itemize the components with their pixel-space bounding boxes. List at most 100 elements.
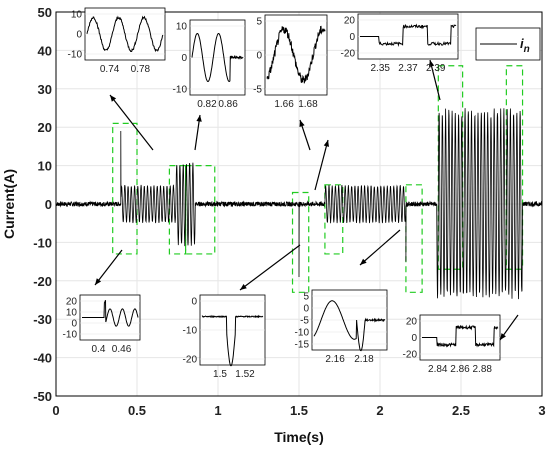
inset-y-tick-label: -20 — [341, 49, 356, 60]
inset-x-tick-label: 1.68 — [298, 99, 318, 110]
inset-x-tick-label: 1.66 — [274, 99, 294, 110]
y-tick-label: -40 — [33, 351, 52, 366]
inset-x-tick-label: 0.4 — [92, 344, 106, 355]
inset-x-tick-label: 0.78 — [131, 64, 151, 75]
inset-waveform — [313, 300, 386, 352]
inset-waveform — [422, 324, 499, 348]
inset-y-tick-label: 0 — [181, 53, 187, 64]
callout-arrow-head — [110, 95, 117, 102]
y-tick-label: -50 — [33, 389, 52, 404]
callout-arrow-head — [500, 333, 506, 340]
inset-y-tick-label: -10 — [183, 326, 198, 337]
inset-y-tick-label: 20 — [406, 317, 418, 328]
y-tick-label: -30 — [33, 312, 52, 327]
highlight-box — [291, 191, 310, 293]
inset-y-tick-label: 0 — [191, 297, 197, 308]
inset-waveform — [201, 314, 264, 367]
plot-frame — [55, 11, 543, 397]
y-tick-label: -20 — [33, 274, 52, 289]
callout-arrow-head — [428, 60, 435, 67]
inset-d: 20 0 -20 2.35 2.37 2.39 — [341, 13, 459, 74]
inset-x-tick-label: 2.18 — [354, 354, 374, 365]
inset-y-tick-label: 20 — [66, 297, 78, 308]
legend: in — [475, 27, 541, 61]
inset-x-tick-label: 2.16 — [325, 354, 345, 365]
inset-x-tick-label: 2.39 — [426, 63, 446, 74]
inset-y-tick-label: 0 — [76, 30, 82, 41]
x-tick-label: 2 — [376, 403, 383, 418]
inset-y-tick-label: 0 — [256, 51, 262, 62]
inset-g: 50-5-10-15 2.16 2.18 — [295, 289, 388, 365]
inset-y-tick-label: 20 — [344, 16, 356, 27]
inset-y-tick-label: 0 — [349, 32, 355, 43]
inset-waveform — [82, 300, 139, 327]
inset-f: 0 -10 -20 1.5 1.52 — [183, 294, 266, 380]
inset-x-tick-label: 1.5 — [213, 369, 227, 380]
callout-arrow-line — [314, 139, 329, 191]
inset-y-tick-label: -20 — [183, 355, 198, 366]
x-tick-label: 3 — [538, 403, 545, 418]
inset-x-tick-label: 0.74 — [100, 64, 120, 75]
callout-arrow-head — [196, 115, 202, 122]
inset-y-tick-label: -15 — [295, 340, 310, 351]
inset-y-tick-label: -10 — [173, 85, 188, 96]
inset-y-tick-label: -5 — [253, 85, 262, 96]
inset-x-tick-label: 0.46 — [112, 344, 132, 355]
callout-arrow-head — [360, 258, 367, 265]
inset-a: 10 0 -10 0.74 0.78 — [68, 7, 166, 75]
inset-x-tick-label: 0.86 — [218, 99, 238, 110]
inset-y-tick-label: -10 — [68, 50, 83, 61]
inset-y-tick-label: -5 — [300, 316, 309, 327]
inset-x-tick-label: 2.35 — [370, 63, 390, 74]
callout-arrow-head — [240, 283, 247, 290]
inset-waveform — [266, 25, 326, 84]
inset-y-tick-label: 10 — [176, 22, 188, 33]
inset-y-tick-label: -20 — [403, 350, 418, 361]
inset-y-tick-label: 10 — [66, 308, 78, 319]
x-tick-label: 1.5 — [290, 403, 308, 418]
x-tick-label: 1 — [214, 403, 221, 418]
inset-y-tick-label: 0 — [303, 304, 309, 315]
y-tick-label: 30 — [38, 82, 52, 97]
x-tick-label: 2.5 — [452, 403, 470, 418]
callout-arrow-line — [359, 229, 401, 266]
inset-x-tick-label: 1.52 — [235, 369, 255, 380]
callout-arrow-head — [95, 278, 102, 285]
legend-label: in — [520, 36, 530, 55]
inset-waveform — [191, 33, 244, 83]
inset-y-tick-label: -10 — [63, 330, 78, 341]
y-axis-label: Current(A) — [1, 169, 17, 239]
inset-y-tick-label: 10 — [71, 10, 83, 21]
highlight-box — [112, 122, 138, 255]
callout-arrow-head — [323, 140, 330, 147]
inset-y-tick-label: 0 — [411, 333, 417, 344]
x-tick-label: 0.5 — [128, 403, 146, 418]
y-tick-label: -10 — [33, 235, 52, 250]
inset-x-tick-label: 2.37 — [398, 63, 418, 74]
main-series-line — [55, 108, 543, 300]
inset-h: 20 0 -20 2.84 2.86 2.88 — [403, 314, 501, 375]
x-axis-label: Time(s) — [274, 429, 324, 445]
y-tick-label: 20 — [38, 120, 52, 135]
inset-x-tick-label: 2.88 — [472, 364, 492, 375]
y-tick-label: 40 — [38, 43, 52, 58]
inset-y-tick-label: 5 — [256, 17, 262, 28]
inset-y-tick-label: 5 — [303, 292, 309, 303]
callout-arrow-head — [299, 120, 305, 127]
callout-arrow-line — [94, 249, 123, 286]
y-tick-label: 0 — [45, 197, 52, 212]
y-tick-label: 50 — [38, 5, 52, 20]
inset-b: 10 0 -10 0.82 0.86 — [173, 19, 246, 110]
callout-arrow-line — [109, 94, 154, 151]
inset-y-tick-label: 0 — [71, 319, 77, 330]
x-tick-label: 0 — [52, 403, 59, 418]
highlight-box — [324, 184, 344, 255]
y-tick-labels: -50 -40 -30 -20 -10 0 10 20 30 40 50 — [33, 5, 52, 404]
x-tick-labels: 0 0.5 1 1.5 2 2.5 3 — [52, 403, 545, 418]
inset-y-tick-label: -10 — [295, 328, 310, 339]
callout-arrow-line — [239, 244, 301, 291]
inset-waveform — [86, 15, 164, 53]
